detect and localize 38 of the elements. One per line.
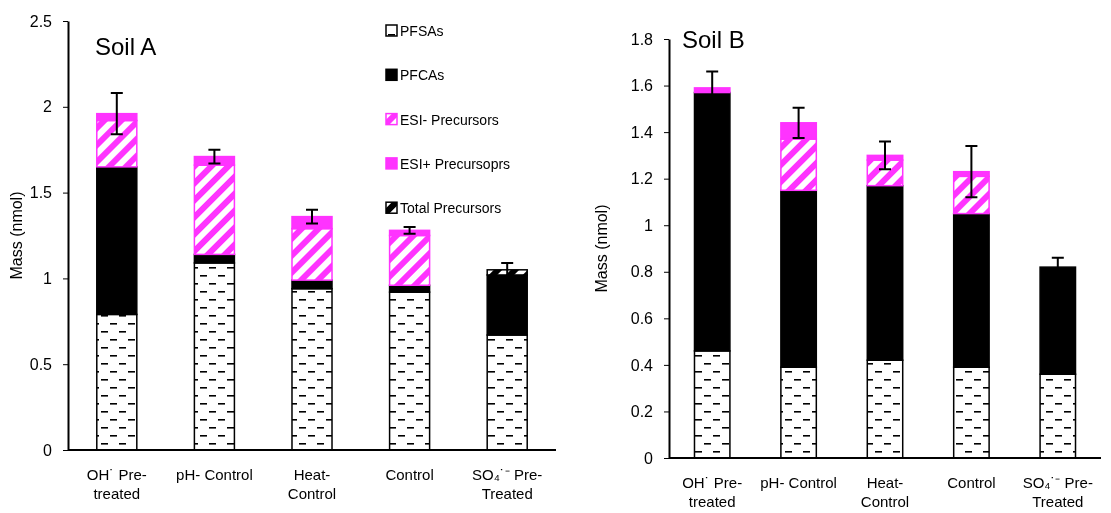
y-tick-label: 0 [644,449,654,467]
legend-label: PFSAs [400,23,444,39]
y-axis-title: Mass (nmol) [593,204,610,293]
x-tick-label: pH- Control [760,474,837,491]
text: Soil A [95,33,157,60]
x-tick-label: Control [385,466,434,483]
y-tick-label: 1 [43,270,53,288]
y-tick-label: 0.6 [630,309,654,327]
x-tick-label: Heat-Control [287,466,337,502]
legend-label: ESI- Precursors [400,111,499,128]
y-tick-label: 2 [43,98,53,116]
x-tick-label: Control [947,474,996,491]
y-tick-label: 1.8 [630,30,654,48]
x-tick-label: OH˙ Pre-treated [682,474,743,510]
bar [952,175,990,215]
x-tick-label: SO₄˙⁻ Pre-Treated [1022,474,1093,510]
bar [388,234,431,287]
y-tick-label: 0 [43,441,53,459]
y-tick-label: 1.4 [630,123,654,141]
x-tick-label: SO₄˙⁻ Pre-Treated [472,466,543,502]
y-tick-label: 0.8 [630,263,654,281]
y-tick-label: 0.2 [630,403,654,421]
x-tick-label: Heat-Control [860,474,910,510]
y-tick-label: 1.6 [630,77,654,95]
chart-title: Soil B [682,26,745,53]
y-axis-title: Mass (nmol) [8,191,25,280]
bar [693,87,731,94]
y-tick-label: 0.5 [29,355,53,373]
y-tick-label: 1 [644,216,654,234]
y-tick-label: 1.2 [630,170,654,188]
x-tick-label: OH˙ Pre-treated [86,466,147,502]
x-tick-label: pH- Control [176,466,253,483]
y-tick-label: 0.4 [630,356,654,374]
y-tick-label: 2.5 [29,12,53,30]
legend-label: Total Precursors [400,200,502,217]
y-tick-label: 1.5 [29,184,53,202]
legend-label: ESI+ Precursoprs [400,155,511,172]
legend-label: PFCAs [400,67,445,84]
